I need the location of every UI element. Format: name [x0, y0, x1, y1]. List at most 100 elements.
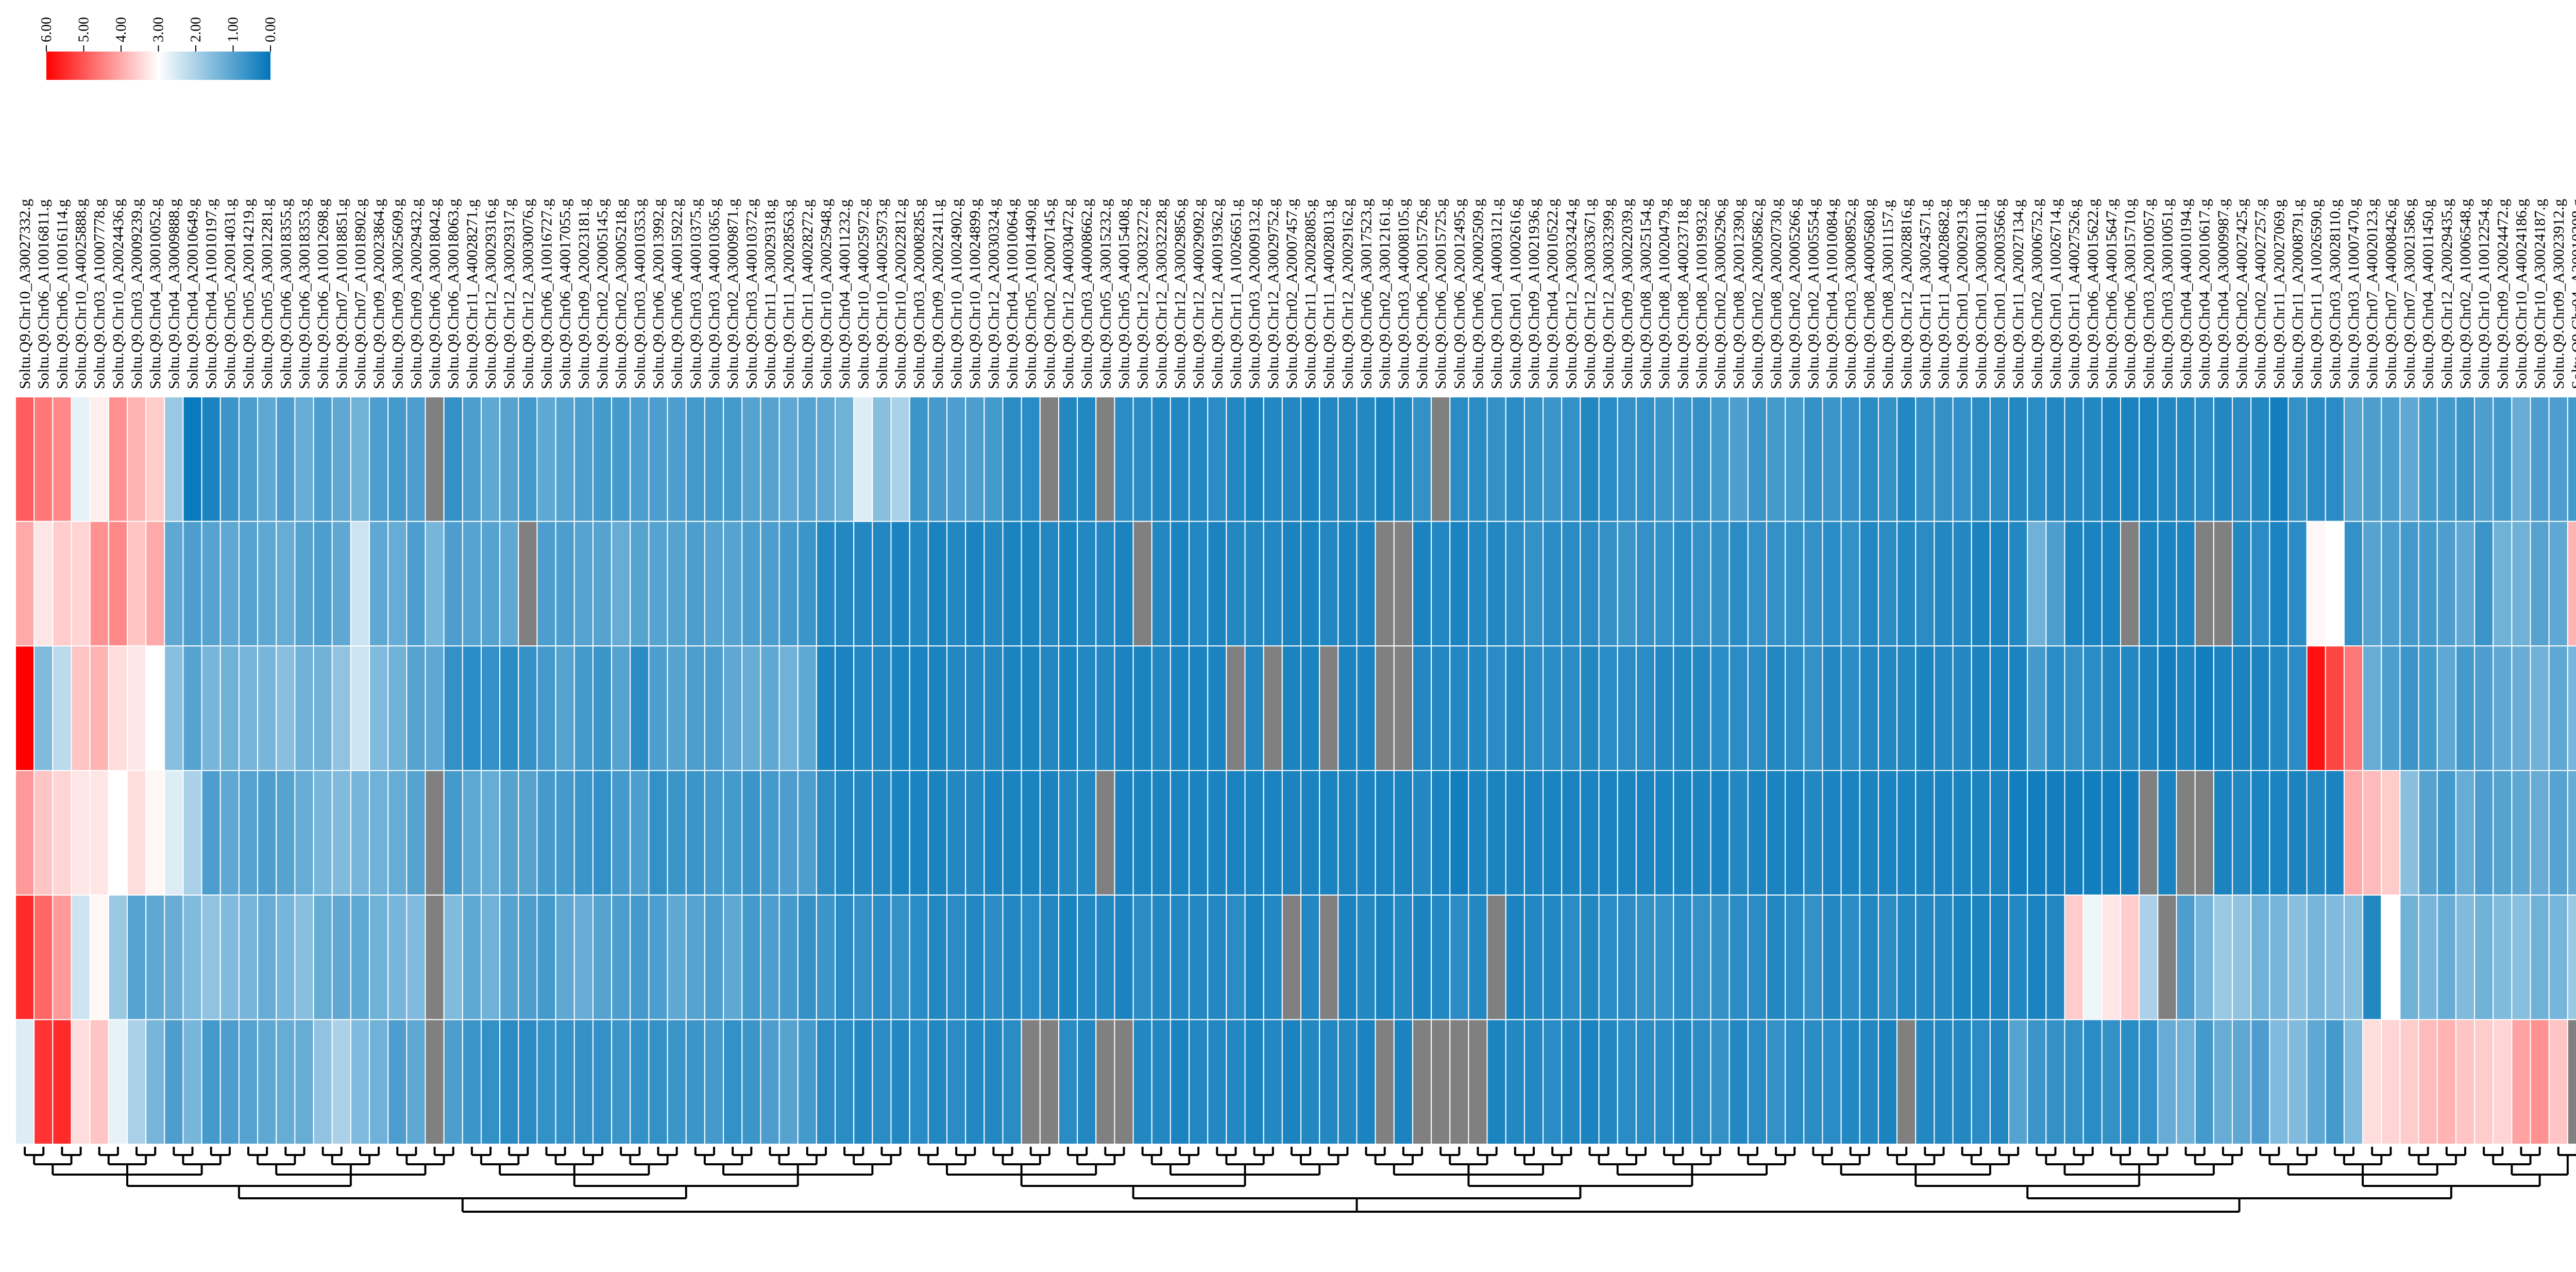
heatmap-cell [741, 894, 761, 1020]
heatmap-cell [2530, 521, 2550, 647]
heatmap-cell [1449, 521, 1469, 647]
colorbar-tick-label: 4.00 [113, 17, 129, 42]
heatmap-cell [2250, 770, 2270, 896]
heatmap-cell [835, 1019, 855, 1145]
heatmap-cell [1971, 521, 1991, 647]
heatmap-cell [425, 770, 445, 896]
heatmap-cell [33, 894, 54, 1020]
heatmap-cell [2493, 521, 2513, 647]
heatmap-cell [462, 770, 482, 896]
heatmap-cell [1747, 770, 1767, 896]
heatmap-cell [1244, 894, 1264, 1020]
heatmap-cell [2511, 396, 2531, 522]
heatmap-cell [1840, 645, 1860, 771]
heatmap-cell [2194, 894, 2214, 1020]
heatmap-cell [1654, 645, 1674, 771]
heatmap-cell [965, 645, 985, 771]
heatmap-cell [2157, 521, 2177, 647]
heatmap-cell [1728, 894, 1749, 1020]
gene-label: Soltu.Q9.Chr10_A30027332.g [16, 199, 33, 389]
gene-label: Soltu.Q9.Chr05_A30015232.g [1097, 199, 1114, 389]
heatmap-cell [1673, 770, 1693, 896]
heatmap-cell [835, 770, 855, 896]
heatmap-cell [1170, 396, 1190, 522]
heatmap-cell [1412, 645, 1432, 771]
heatmap-cell [1691, 521, 1711, 647]
heatmap-cell [1300, 894, 1320, 1020]
gene-label: Soltu.Q9.Chr10_A40024186.g [2513, 199, 2530, 389]
heatmap-cell [331, 770, 351, 896]
heatmap-cell [2399, 396, 2419, 522]
heatmap-cell [276, 396, 296, 522]
heatmap-cell [2082, 894, 2103, 1020]
heatmap-cell [1896, 894, 1917, 1020]
heatmap-cell [2493, 645, 2513, 771]
gene-label: Soltu.Q9.Chr06_A30018353.g [296, 199, 313, 389]
heatmap-cell [1523, 521, 1544, 647]
gene-label: Soltu.Q9.Chr09_A20023181.g [575, 199, 592, 389]
gene-label: Soltu.Q9.Chr12_A30029316.g [482, 199, 499, 389]
heatmap-cell [1263, 1019, 1283, 1145]
heatmap-cell [1189, 396, 1209, 522]
heatmap-cell [201, 396, 221, 522]
gene-label: Soltu.Q9.Chr02_A40027425.g [2233, 199, 2250, 389]
heatmap-cell [573, 521, 594, 647]
heatmap-cell [15, 894, 35, 1020]
heatmap-cell [1952, 770, 1972, 896]
heatmap-cell [592, 396, 613, 522]
heatmap-cell [1710, 645, 1730, 771]
heatmap-cell [2548, 645, 2568, 771]
heatmap-cell [927, 396, 947, 522]
heatmap-cell [219, 645, 240, 771]
heatmap-cell [723, 645, 743, 771]
heatmap-cell [406, 1019, 426, 1145]
heatmap-cell [1803, 521, 1823, 647]
heatmap-cell [2493, 396, 2513, 522]
heatmap-cell [555, 396, 575, 522]
heatmap-cell [723, 396, 743, 522]
gene-label: Soltu.Q9.Chr03_A30010051.g [2159, 199, 2176, 389]
heatmap-cell [1002, 645, 1022, 771]
heatmap-cell [778, 521, 799, 647]
heatmap-cell [2101, 645, 2122, 771]
heatmap-cell [1002, 894, 1022, 1020]
heatmap-cell [1039, 645, 1059, 771]
heatmap-cell [1747, 645, 1767, 771]
gene-label: Soltu.Q9.Chr04_A30010208.g [2569, 199, 2576, 389]
gene-label: Soltu.Q9.Chr03_A10007470.g [2345, 199, 2362, 389]
gene-label: Soltu.Q9.Chr09_A20024472.g [2494, 199, 2511, 389]
heatmap-cell [2381, 645, 2401, 771]
heatmap-cell [1039, 1019, 1059, 1145]
heatmap-cell [1785, 396, 1805, 522]
heatmap-cell [201, 645, 221, 771]
heatmap-cell [1877, 1019, 1898, 1145]
colorbar-tick-label: 1.00 [226, 17, 242, 42]
heatmap-cell [1095, 521, 1115, 647]
heatmap-cell [1877, 521, 1898, 647]
gene-label: Soltu.Q9.Chr11_A20008791.g [2290, 199, 2307, 389]
heatmap-cell [1598, 521, 1618, 647]
heatmap-cell [1523, 894, 1544, 1020]
gene-label: Soltu.Q9.Chr12_A30029752.g [1265, 199, 1282, 389]
heatmap-cell [536, 1019, 556, 1145]
heatmap-cell [2120, 894, 2140, 1020]
heatmap-cell [2455, 521, 2476, 647]
heatmap-cell [1598, 894, 1618, 1020]
heatmap-cell [2455, 645, 2476, 771]
gene-label: Soltu.Q9.Chr08_A40005680.g [1861, 199, 1878, 389]
heatmap-cell [1785, 1019, 1805, 1145]
heatmap-cell [462, 1019, 482, 1145]
heatmap-cell [499, 521, 519, 647]
heatmap-cell [1189, 521, 1209, 647]
heatmap-cell [648, 396, 668, 522]
heatmap-cell [294, 521, 314, 647]
heatmap-cell [2343, 1019, 2364, 1145]
gene-label: Soltu.Q9.Chr11_A20027134.g [2010, 199, 2027, 389]
gene-label: Soltu.Q9.Chr06_A10016811.g [35, 199, 52, 389]
heatmap-cell [1859, 521, 1879, 647]
heatmap-cell [1728, 521, 1749, 647]
heatmap-cell [1449, 1019, 1469, 1145]
heatmap-cell [2045, 521, 2065, 647]
gene-label: Soltu.Q9.Chr03_A40010372.g [743, 199, 760, 389]
heatmap-cell [872, 1019, 892, 1145]
